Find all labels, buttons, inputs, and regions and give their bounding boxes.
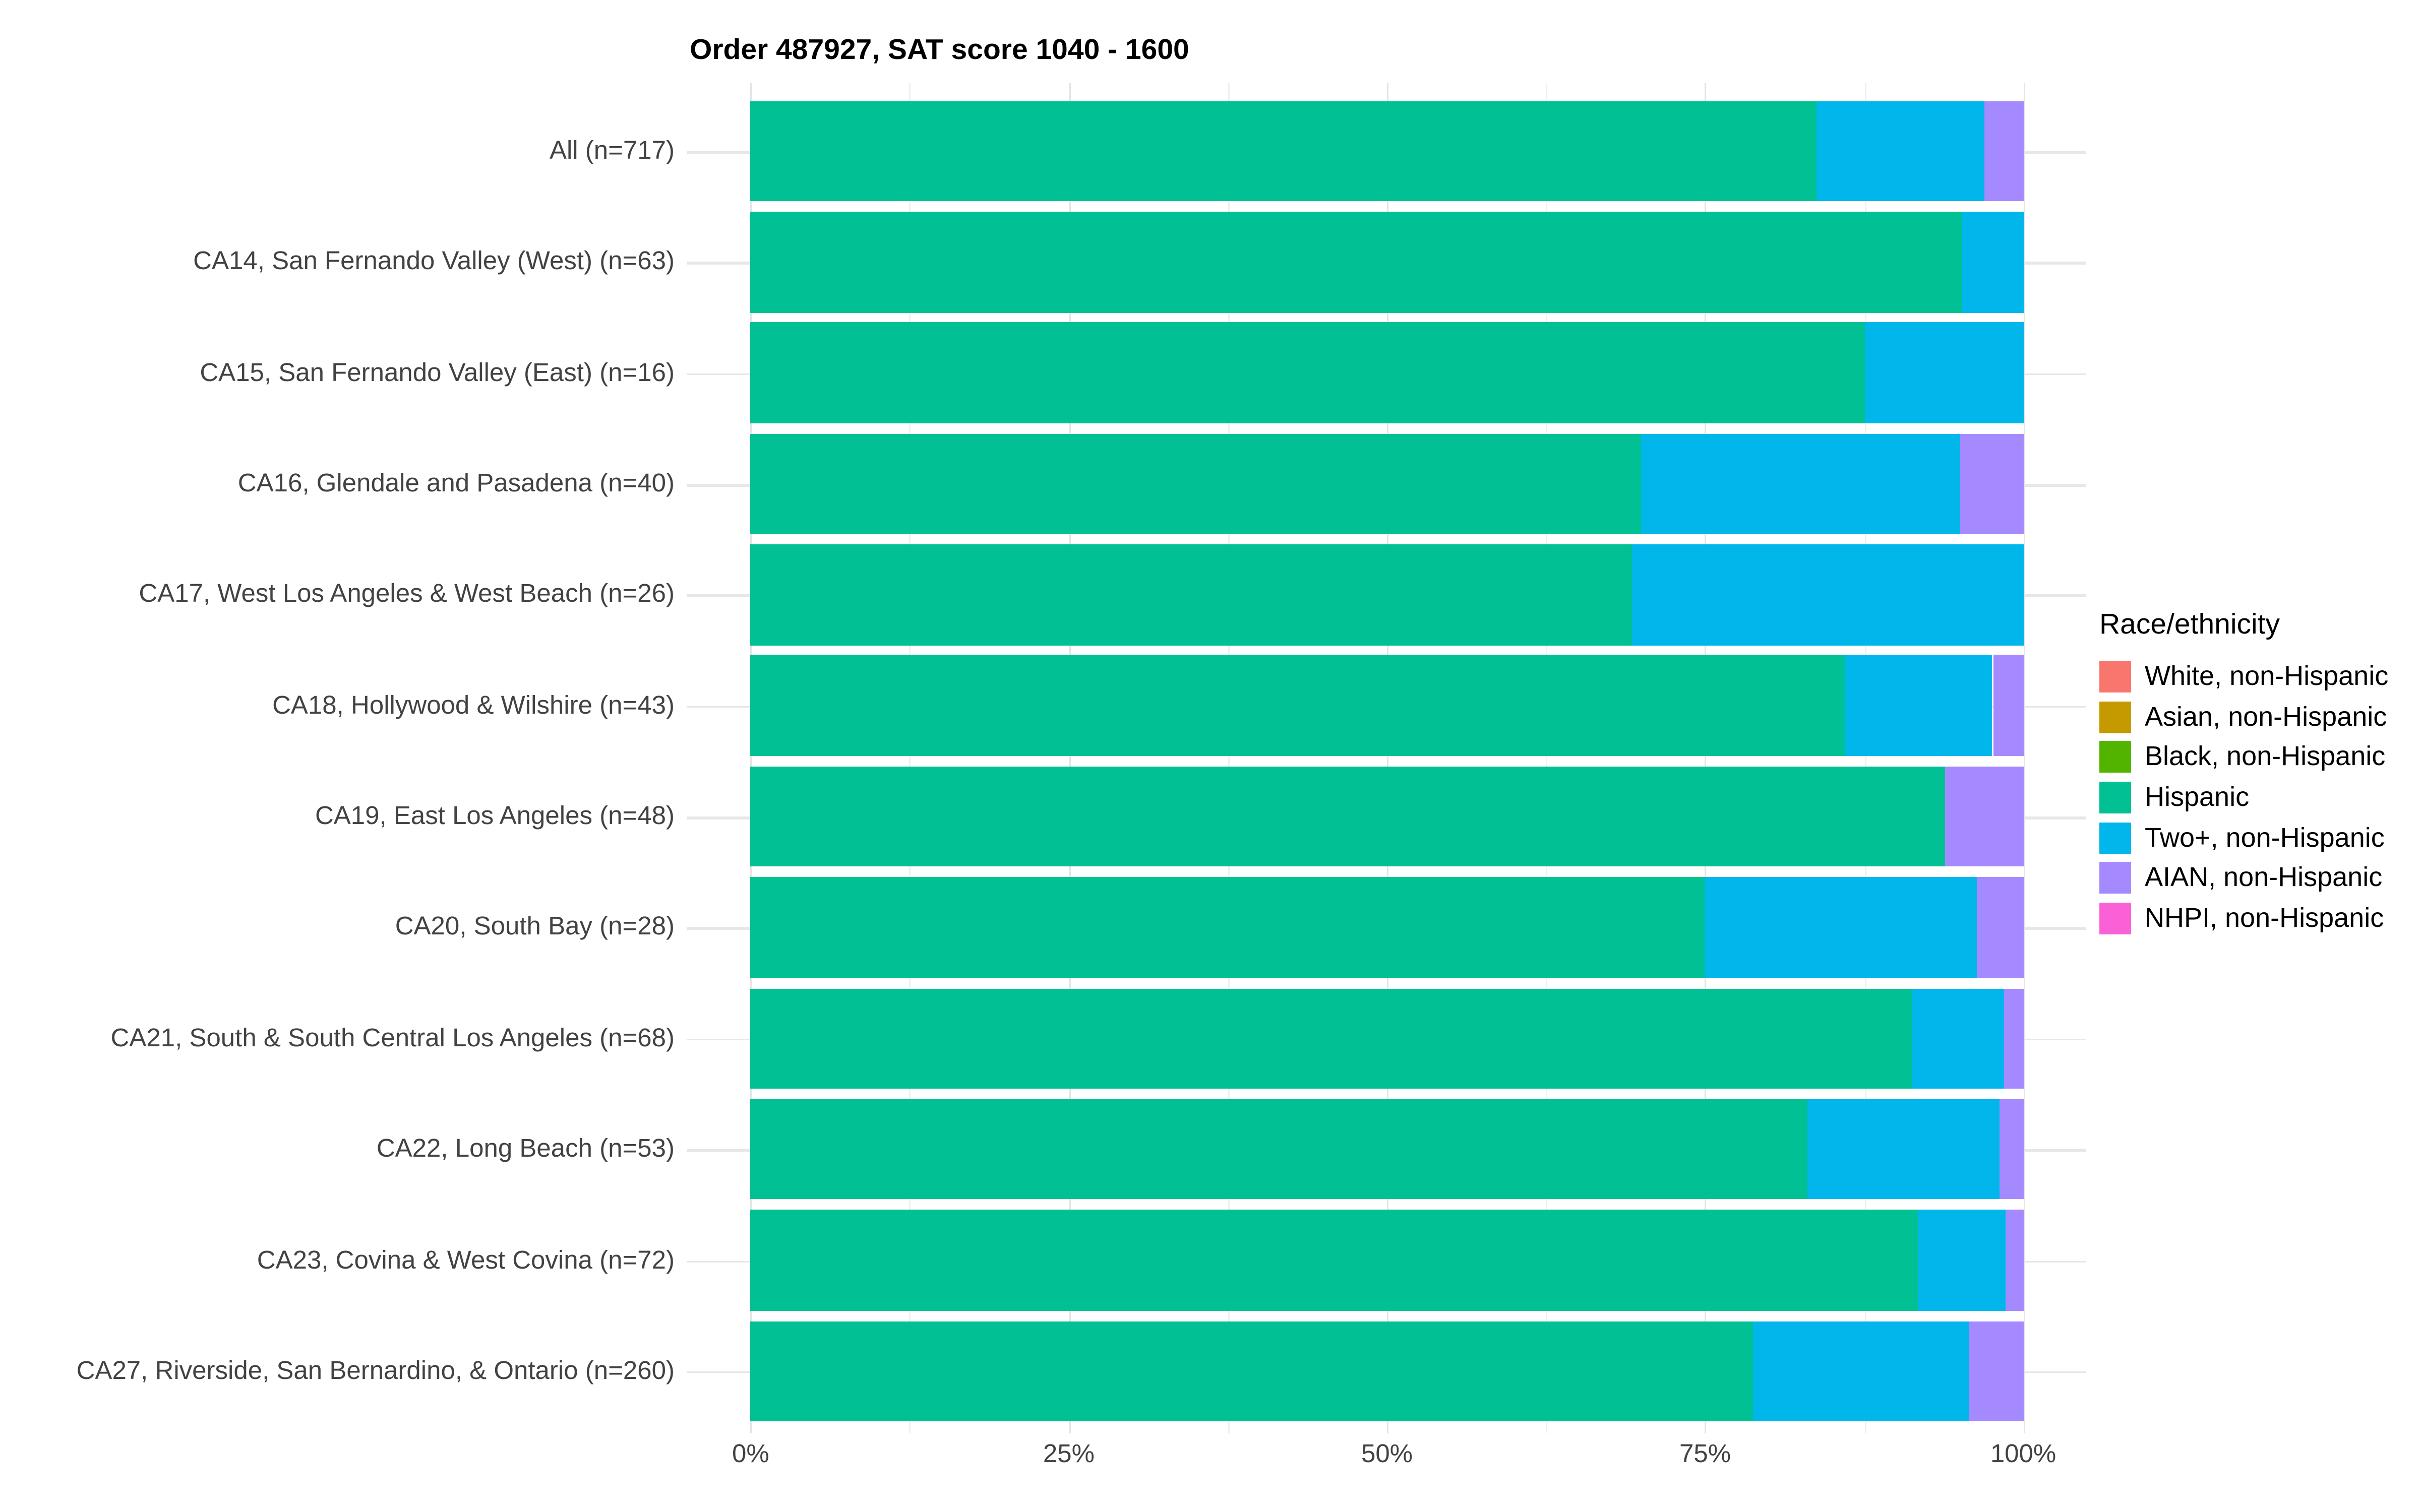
bar-segment-two+-non-hispanic xyxy=(1911,988,2005,1089)
bar-row xyxy=(750,655,2024,757)
bar-row xyxy=(750,1320,2024,1422)
bar-segment-aian-non-hispanic xyxy=(1999,1099,2024,1200)
bar-segment-hispanic xyxy=(750,101,1816,202)
legend-item: Black, non-Hispanic xyxy=(2099,737,2388,777)
gridline-vertical-major xyxy=(1068,83,1070,1433)
bar-segment-hispanic xyxy=(750,212,1962,312)
bar-segment-hispanic xyxy=(750,1320,1753,1422)
bar-segment-two+-non-hispanic xyxy=(1806,1099,2000,1200)
gridline-vertical-major xyxy=(750,83,752,1433)
y-axis-label: CA22, Long Beach (n=53) xyxy=(376,1134,675,1163)
bar-segment-two+-non-hispanic xyxy=(1917,1210,2006,1311)
y-axis-label: CA17, West Los Angeles & West Beach (n=2… xyxy=(139,580,675,609)
gridline-vertical-minor xyxy=(1228,83,1230,1433)
y-axis-label: All (n=717) xyxy=(549,136,675,165)
legend-swatch xyxy=(2099,741,2131,773)
legend-label: White, non-Hispanic xyxy=(2145,660,2389,691)
bar-row xyxy=(750,766,2024,867)
legend-item: AIAN, non-Hispanic xyxy=(2099,858,2388,898)
bar-segment-hispanic xyxy=(750,877,1706,978)
x-axis-tick-label: 50% xyxy=(1361,1439,1413,1468)
bar-row xyxy=(750,433,2024,535)
bar-row xyxy=(750,1099,2024,1200)
bar-segment-aian-non-hispanic xyxy=(1977,877,2024,978)
bar-row xyxy=(750,544,2024,646)
legend-title: Race/ethnicity xyxy=(2099,609,2280,641)
bar-segment-hispanic xyxy=(750,1210,1918,1311)
plot-panel xyxy=(687,83,2086,1433)
bar-segment-aian-non-hispanic xyxy=(2005,1210,2024,1311)
bar-segment-hispanic xyxy=(750,655,1845,757)
gridline-vertical-minor xyxy=(1864,83,1866,1433)
y-axis-label: CA16, Glendale and Pasadena (n=40) xyxy=(237,469,675,498)
bar-segment-hispanic xyxy=(750,433,1642,535)
legend-label: Black, non-Hispanic xyxy=(2145,741,2386,772)
x-axis-tick-label: 100% xyxy=(1990,1439,2056,1468)
gridline-vertical-major xyxy=(2023,83,2025,1433)
bar-segment-two+-non-hispanic xyxy=(1816,101,1984,202)
bar-segment-aian-non-hispanic xyxy=(1983,101,2024,202)
y-axis-label: CA15, San Fernando Valley (East) (n=16) xyxy=(200,358,675,387)
legend-swatch xyxy=(2099,781,2131,813)
bar-segment-two+-non-hispanic xyxy=(1962,212,2024,312)
legend-label: Two+, non-Hispanic xyxy=(2145,822,2385,852)
x-axis-tick-label: 0% xyxy=(732,1439,769,1468)
bar-segment-two+-non-hispanic xyxy=(1845,655,1993,757)
bar-segment-two+-non-hispanic xyxy=(1631,544,2024,646)
bar-segment-hispanic xyxy=(750,1099,1807,1200)
legend-label: NHPI, non-Hispanic xyxy=(2145,902,2384,933)
bar-row xyxy=(750,877,2024,978)
gridline-vertical-minor xyxy=(1546,83,1548,1433)
chart-title: Order 487927, SAT score 1040 - 1600 xyxy=(690,35,1189,67)
y-axis-label: CA20, South Bay (n=28) xyxy=(395,912,675,941)
legend-swatch xyxy=(2099,660,2131,692)
legend-label: Hispanic xyxy=(2145,781,2250,812)
bar-segment-hispanic xyxy=(750,988,1911,1089)
bar-segment-hispanic xyxy=(750,766,1945,867)
legend-item: Hispanic xyxy=(2099,777,2388,817)
y-axis-label: CA14, San Fernando Valley (West) (n=63) xyxy=(193,247,675,276)
legend-label: AIAN, non-Hispanic xyxy=(2145,862,2383,893)
y-axis-label: CA27, Riverside, San Bernardino, & Ontar… xyxy=(76,1356,675,1385)
bar-segment-aian-non-hispanic xyxy=(2004,988,2024,1089)
bar-segment-two+-non-hispanic xyxy=(1753,1320,1970,1422)
legend-item: Two+, non-Hispanic xyxy=(2099,817,2388,858)
bar-segment-two+-non-hispanic xyxy=(1641,433,1960,535)
legend-swatch xyxy=(2099,701,2131,733)
legend-label: Asian, non-Hispanic xyxy=(2145,701,2387,731)
x-axis-tick-label: 25% xyxy=(1043,1439,1095,1468)
legend-swatch xyxy=(2099,822,2131,854)
bar-row xyxy=(750,988,2024,1089)
legend: Race/ethnicity White, non-Hispanic Asian,… xyxy=(2099,609,2388,938)
gridline-vertical-minor xyxy=(910,83,912,1433)
bar-row xyxy=(750,212,2024,312)
gridline-vertical-major xyxy=(1705,83,1707,1433)
bar-row xyxy=(750,323,2024,423)
bar-row xyxy=(750,1210,2024,1311)
y-axis-label: CA18, Hollywood & Wilshire (n=43) xyxy=(272,690,675,720)
gridline-vertical-major xyxy=(1387,83,1388,1433)
y-axis-label: CA19, East Los Angeles (n=48) xyxy=(315,801,675,831)
bar-segment-aian-non-hispanic xyxy=(1944,766,2024,867)
bar-segment-two+-non-hispanic xyxy=(1864,323,2024,423)
bar-row xyxy=(750,101,2024,202)
x-axis-tick-label: 75% xyxy=(1679,1439,1731,1468)
legend-item: Asian, non-Hispanic xyxy=(2099,697,2388,737)
legend-items: White, non-Hispanic Asian, non-Hispanic Bl… xyxy=(2099,656,2388,938)
legend-swatch xyxy=(2099,862,2131,894)
bar-segment-aian-non-hispanic xyxy=(1992,655,2024,757)
y-axis-label: CA21, South & South Central Los Angeles … xyxy=(110,1023,675,1052)
legend-swatch xyxy=(2099,902,2131,934)
bar-segment-hispanic xyxy=(750,544,1631,646)
legend-item: White, non-Hispanic xyxy=(2099,656,2388,697)
bar-segment-aian-non-hispanic xyxy=(1959,433,2024,535)
bar-segment-two+-non-hispanic xyxy=(1705,877,1978,978)
bar-segment-aian-non-hispanic xyxy=(1970,1320,2024,1422)
y-axis-labels: All (n=717) CA14, San Fernando Valley (We… xyxy=(0,0,675,1512)
legend-item: NHPI, non-Hispanic xyxy=(2099,898,2388,938)
bar-segment-hispanic xyxy=(750,323,1864,423)
y-axis-label: CA23, Covina & West Covina (n=72) xyxy=(257,1245,675,1274)
